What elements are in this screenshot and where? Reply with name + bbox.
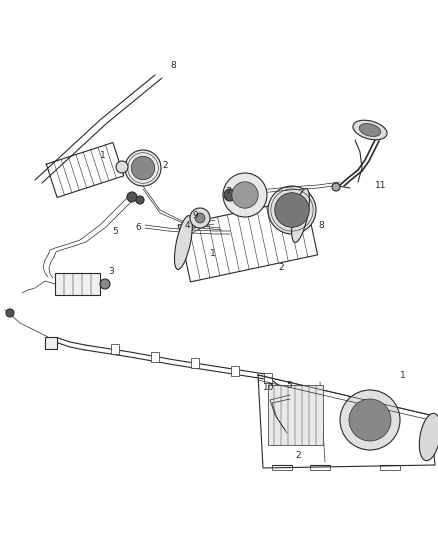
Text: 8: 8: [170, 61, 176, 69]
Circle shape: [223, 173, 267, 217]
Ellipse shape: [174, 216, 192, 270]
Text: 2: 2: [295, 450, 300, 459]
Circle shape: [190, 208, 210, 228]
Ellipse shape: [353, 120, 387, 140]
Text: 5: 5: [286, 381, 292, 390]
Circle shape: [136, 196, 144, 204]
Text: 9: 9: [192, 211, 198, 220]
Circle shape: [232, 182, 258, 208]
Bar: [231, 366, 239, 376]
Text: 1: 1: [210, 248, 216, 257]
Text: 1: 1: [100, 150, 106, 159]
Ellipse shape: [359, 124, 381, 136]
Circle shape: [275, 193, 309, 227]
Circle shape: [268, 186, 316, 234]
Circle shape: [100, 279, 110, 289]
Text: 3: 3: [108, 268, 114, 277]
Text: 11: 11: [375, 181, 386, 190]
Text: 2: 2: [278, 263, 284, 272]
Bar: [111, 344, 119, 354]
Text: 4: 4: [185, 221, 191, 230]
Circle shape: [6, 309, 14, 317]
Text: 8: 8: [318, 221, 324, 230]
Text: 7: 7: [225, 188, 231, 197]
Text: 2: 2: [162, 160, 168, 169]
Text: 1: 1: [400, 370, 406, 379]
Circle shape: [195, 213, 205, 223]
Bar: [45, 337, 57, 349]
Circle shape: [131, 156, 155, 180]
Text: 6: 6: [135, 223, 141, 232]
Ellipse shape: [292, 189, 310, 243]
Bar: [191, 358, 199, 368]
Circle shape: [340, 390, 400, 450]
Text: 10: 10: [263, 384, 275, 392]
Bar: [268, 385, 322, 445]
Bar: [264, 373, 272, 383]
Circle shape: [127, 192, 137, 202]
Circle shape: [224, 189, 236, 201]
Circle shape: [349, 399, 391, 441]
Text: 5: 5: [112, 228, 118, 237]
Bar: [151, 352, 159, 362]
Circle shape: [332, 183, 340, 191]
Circle shape: [116, 161, 128, 173]
Bar: [55, 273, 100, 295]
Ellipse shape: [419, 413, 438, 461]
Circle shape: [125, 150, 161, 186]
